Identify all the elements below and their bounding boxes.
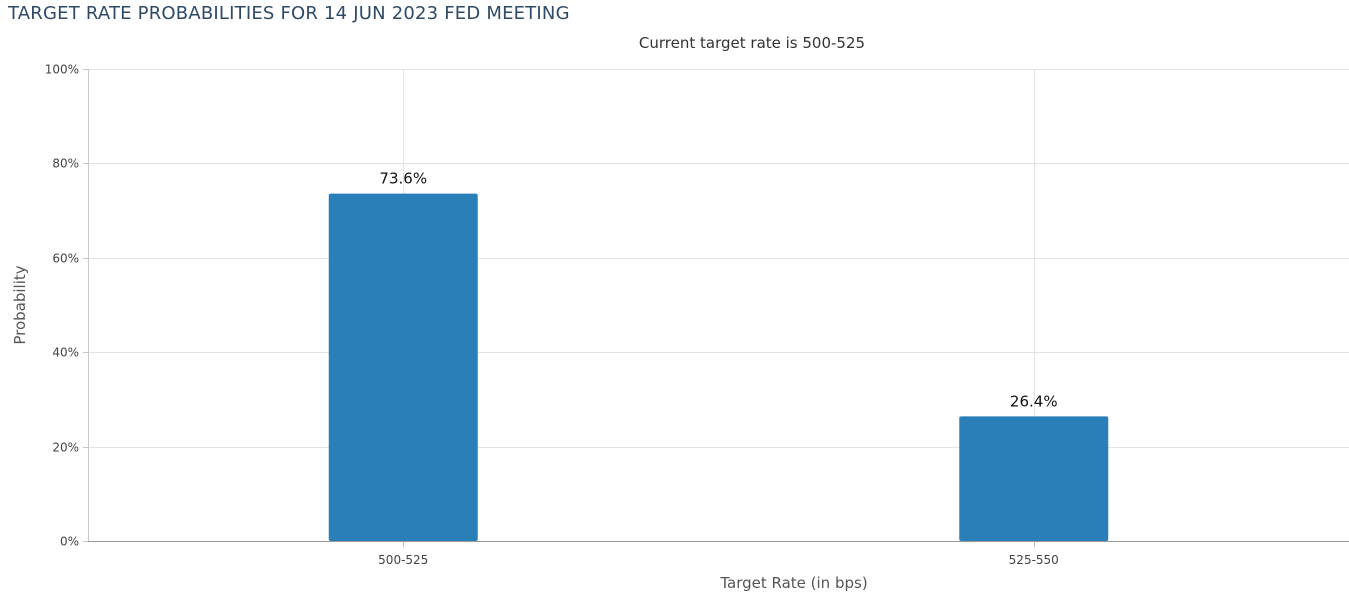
bar-500-525[interactable] <box>328 193 478 541</box>
y-axis-title: Probability <box>11 265 29 344</box>
bar-525-550[interactable] <box>959 416 1109 541</box>
x-axis-title: Target Rate (in bps) <box>719 574 867 592</box>
y-tick-label: 40% <box>52 346 79 360</box>
y-tick-label: 100% <box>45 63 79 77</box>
y-tick-label: 0% <box>60 535 79 549</box>
y-tick-label: 20% <box>52 441 79 455</box>
y-tick-label: 80% <box>52 157 79 171</box>
data-label: 73.6% <box>379 170 427 188</box>
labels: 0% 20% 40% 60% 80% 100% 73.6% 500-525 26.4% 525-5… <box>45 63 1059 568</box>
x-tick-label: 500-525 <box>378 553 428 567</box>
grid-lines <box>88 69 1349 541</box>
bars <box>328 193 1109 541</box>
y-tick-label: 60% <box>52 252 79 266</box>
x-tick-label: 525-550 <box>1009 553 1059 567</box>
data-label: 26.4% <box>1010 392 1058 410</box>
chart-subtitle: Current target rate is 500-525 <box>639 34 865 52</box>
chart-title: TARGET RATE PROBABILITIES FOR 14 JUN 202… <box>8 3 570 24</box>
axes <box>83 69 1349 547</box>
